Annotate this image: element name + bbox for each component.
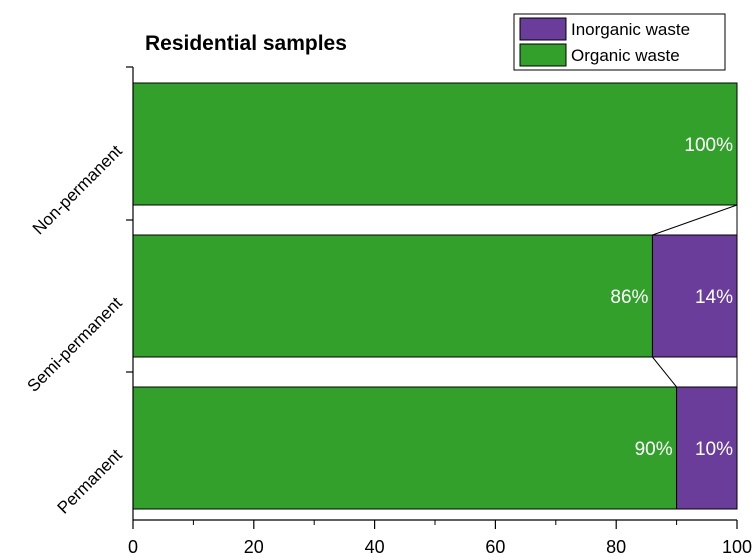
x-tick-label: 80 — [606, 537, 626, 555]
data-label: 100% — [684, 135, 733, 156]
data-label: 14% — [695, 287, 733, 308]
legend-label: Organic waste — [571, 46, 680, 65]
connector-line — [652, 356, 677, 388]
x-tick-label: 40 — [365, 537, 385, 555]
connector-line — [652, 204, 738, 236]
category-label: Permanent — [54, 445, 126, 517]
x-tick-label: 100 — [722, 537, 752, 555]
chart-title: Residential samples — [145, 32, 347, 55]
category-label: Semi-permanent — [24, 293, 126, 395]
bar-organic-waste-1 — [132, 234, 653, 358]
x-tick-label: 0 — [128, 537, 138, 555]
bar-organic-waste-2 — [132, 386, 678, 510]
legend-swatch — [519, 17, 567, 41]
bar-organic-waste-0 — [132, 82, 738, 206]
data-label: 90% — [635, 439, 673, 460]
bar-inorganic-waste-1 — [651, 234, 738, 358]
data-label: 10% — [695, 439, 733, 460]
data-label: 86% — [610, 287, 648, 308]
bars: 100% 86% 14% 90% 10% — [132, 82, 738, 510]
category-label: Non-permanent — [29, 141, 126, 238]
bar-inorganic-waste-2 — [676, 386, 738, 510]
legend-label: Inorganic waste — [571, 20, 690, 39]
x-tick-label: 20 — [244, 537, 264, 555]
legend-swatch — [519, 43, 567, 67]
x-tick-label: 60 — [485, 537, 505, 555]
connector-lines — [652, 204, 738, 388]
legend: Inorganic waste Organic waste — [513, 13, 726, 71]
